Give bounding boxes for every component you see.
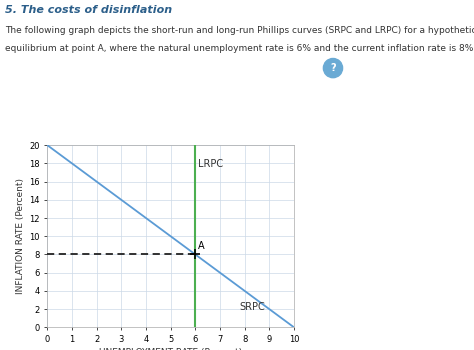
Text: ?: ?	[330, 63, 336, 73]
Text: The following graph depicts the short-run and long-run Phillips curves (SRPC and: The following graph depicts the short-ru…	[5, 26, 474, 35]
Text: 5. The costs of disinflation: 5. The costs of disinflation	[5, 5, 172, 15]
Text: equilibrium at point A, where the natural unemployment rate is 6% and the curren: equilibrium at point A, where the natura…	[5, 44, 474, 53]
Circle shape	[323, 58, 343, 78]
Text: LRPC: LRPC	[198, 159, 223, 169]
Text: A: A	[198, 241, 205, 251]
Y-axis label: INFLATION RATE (Percent): INFLATION RATE (Percent)	[16, 178, 25, 294]
Text: SRPC: SRPC	[240, 302, 265, 312]
X-axis label: UNEMPLOYMENT RATE (Percent): UNEMPLOYMENT RATE (Percent)	[99, 348, 242, 350]
